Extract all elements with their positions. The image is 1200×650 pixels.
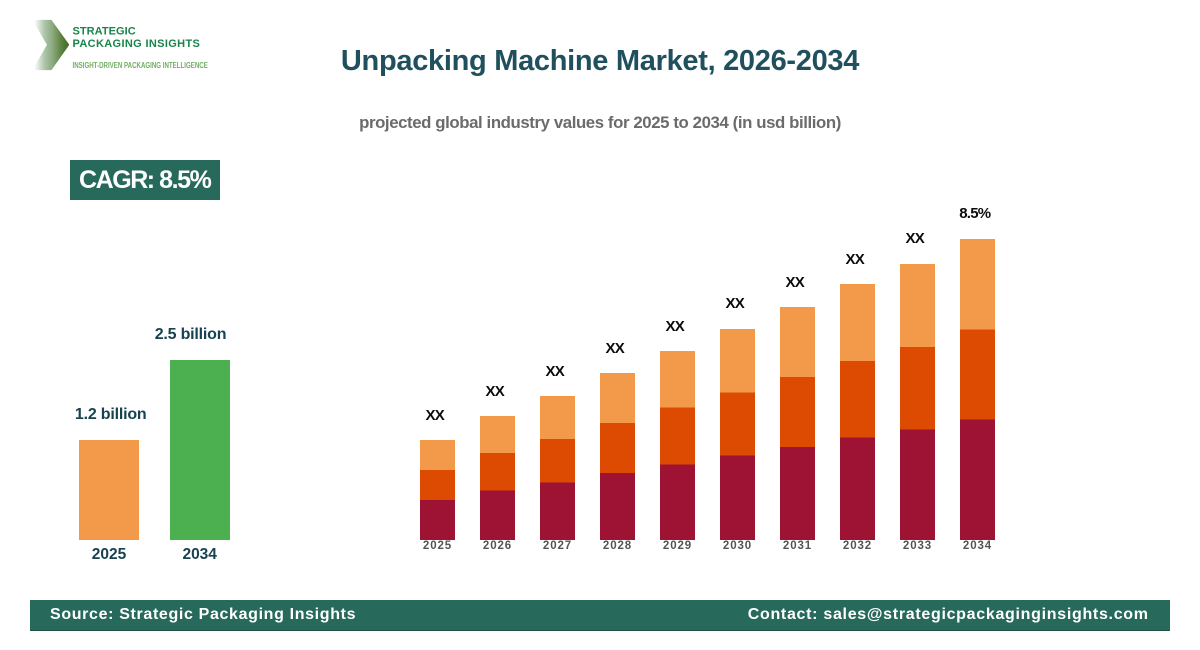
svg-text:PACKAGING INSIGHTS: PACKAGING INSIGHTS [73, 38, 201, 50]
svg-text:STRATEGIC: STRATEGIC [73, 25, 136, 37]
svg-text:INSIGHT-DRIVEN PACKAGING INTEL: INSIGHT-DRIVEN PACKAGING INTELLIGENCE [73, 60, 208, 70]
